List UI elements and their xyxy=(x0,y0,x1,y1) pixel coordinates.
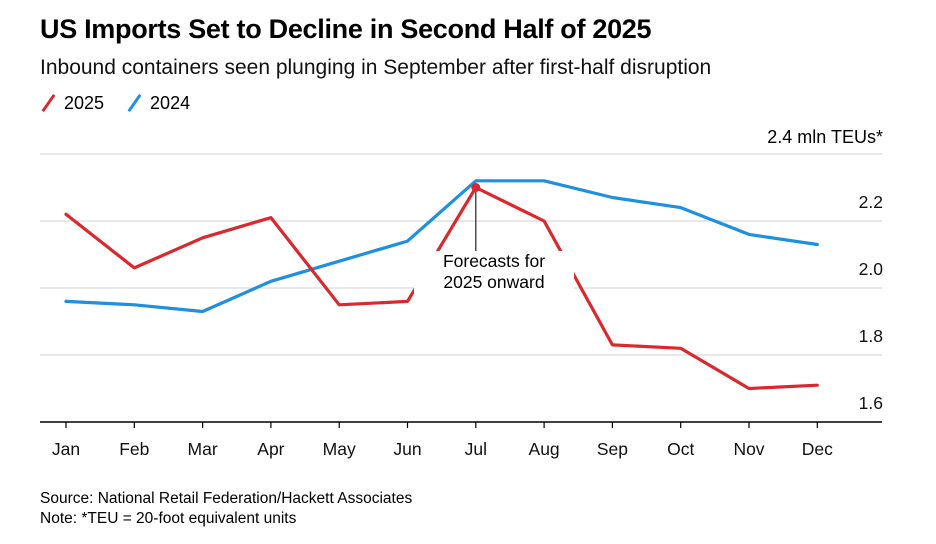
y-tick-label: 1.8 xyxy=(859,326,883,346)
x-tick-label: Feb xyxy=(119,439,149,459)
x-tick-label: Mar xyxy=(188,439,218,459)
footer: Source: National Retail Federation/Hacke… xyxy=(40,489,412,529)
forecast-start-point xyxy=(471,183,481,192)
x-tick-label: Jul xyxy=(465,439,487,459)
y-axis-unit-label: 2.4 mln TEUs* xyxy=(767,127,883,147)
y-tick-label: 2.2 xyxy=(859,192,883,212)
legend: 2025 2024 xyxy=(40,91,212,115)
forecast-annotation: Forecasts for 2025 onward xyxy=(414,251,574,293)
x-tick-label: Dec xyxy=(802,439,833,459)
legend-item-2024: 2024 xyxy=(126,93,190,114)
series-line-2025 xyxy=(64,185,819,391)
legend-label-2024: 2024 xyxy=(150,92,191,113)
x-tick-label: Jun xyxy=(393,439,421,459)
x-tick-label: Nov xyxy=(733,439,764,459)
annotation-line-2: 2025 onward xyxy=(443,272,545,292)
annotation-line-1: Forecasts for xyxy=(442,251,546,271)
x-tick-label: Apr xyxy=(257,439,284,459)
y-tick-label: 2.0 xyxy=(859,259,884,279)
legend-label-2025: 2025 xyxy=(64,92,105,113)
x-tick-label: Jan xyxy=(52,439,80,459)
chart-subtitle: Inbound containers seen plunging in Sept… xyxy=(40,56,712,79)
x-tick-label: Sep xyxy=(597,439,628,459)
legend-item-2025: 2025 xyxy=(40,93,104,114)
source-note: Source: National Retail Federation/Hacke… xyxy=(40,490,413,507)
chart-title: US Imports Set to Decline in Second Half… xyxy=(40,14,652,44)
teu-note: Note: *TEU = 20-foot equivalent units xyxy=(40,510,297,527)
series-line-2024 xyxy=(64,179,819,314)
x-tick-label: May xyxy=(323,439,356,459)
x-tick-label: Aug xyxy=(529,439,560,459)
x-tick-label: Oct xyxy=(667,439,694,459)
y-tick-label: 1.6 xyxy=(859,393,883,413)
